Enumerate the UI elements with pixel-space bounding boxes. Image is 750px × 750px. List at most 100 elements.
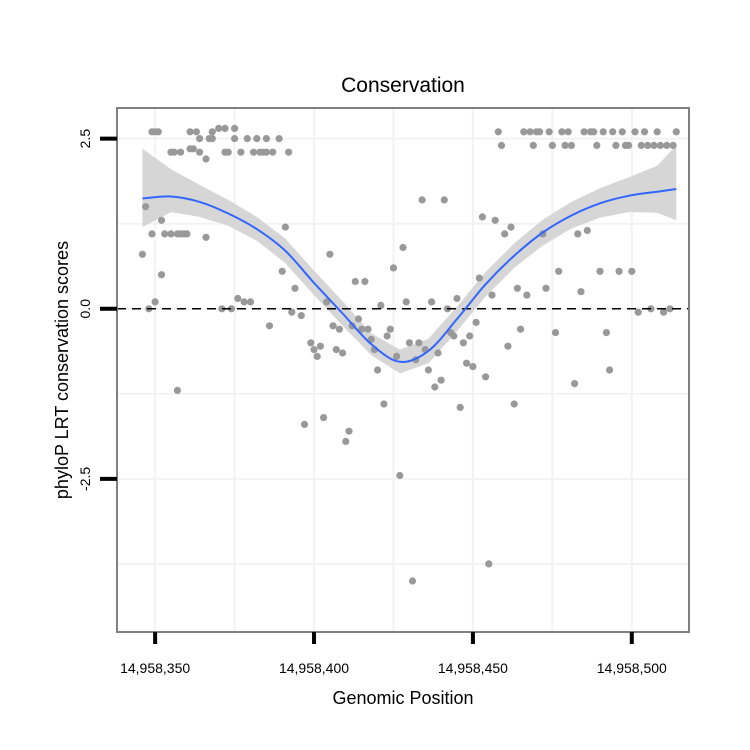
y-tick-label: 2.5 <box>77 129 93 149</box>
data-point <box>396 471 404 480</box>
data-point <box>567 141 576 149</box>
data-point <box>265 322 274 330</box>
data-point <box>405 339 413 347</box>
data-point <box>475 274 483 282</box>
data-point <box>227 305 235 313</box>
data-point <box>459 339 467 347</box>
data-point <box>513 284 522 292</box>
data-point <box>456 403 464 411</box>
data-point <box>523 291 531 299</box>
data-point <box>221 124 229 132</box>
data-point <box>237 148 245 156</box>
data-point <box>618 128 626 136</box>
data-point <box>517 325 525 333</box>
data-point <box>666 305 674 313</box>
data-point <box>374 366 382 374</box>
data-point <box>434 349 442 357</box>
data-point <box>497 141 506 149</box>
data-point <box>644 141 652 149</box>
data-point <box>339 349 347 357</box>
data-point <box>625 141 633 149</box>
data-point <box>504 342 512 350</box>
x-tick-label: 14,958,500 <box>597 660 667 676</box>
data-point <box>253 135 261 143</box>
data-point <box>183 230 191 238</box>
data-points <box>138 124 680 585</box>
data-point <box>202 233 210 241</box>
data-point <box>285 148 293 156</box>
data-point <box>310 346 318 354</box>
data-point <box>507 223 515 231</box>
data-point <box>510 400 518 408</box>
data-point <box>485 560 493 568</box>
data-point <box>472 318 480 326</box>
data-point <box>142 203 150 211</box>
data-point <box>656 141 665 149</box>
data-point <box>536 128 544 136</box>
data-point <box>469 363 477 371</box>
data-point <box>561 141 569 149</box>
data-point <box>501 230 509 238</box>
data-point <box>161 230 169 238</box>
data-point <box>551 329 560 337</box>
data-point <box>463 359 471 367</box>
data-point <box>408 577 417 585</box>
data-point <box>590 128 598 136</box>
data-point <box>275 135 283 143</box>
data-point <box>250 148 258 156</box>
data-point <box>297 312 305 320</box>
data-point <box>612 141 620 149</box>
data-point <box>281 223 289 231</box>
data-point <box>307 339 315 347</box>
data-point <box>453 294 461 303</box>
data-point <box>320 414 328 422</box>
data-point <box>526 128 534 136</box>
data-point <box>354 315 363 323</box>
data-point <box>151 298 159 306</box>
data-point <box>138 250 146 258</box>
data-point <box>606 366 614 374</box>
x-tick-label: 14,958,450 <box>438 660 508 676</box>
x-tick-label: 14,958,350 <box>120 660 190 676</box>
data-point <box>202 155 210 163</box>
data-point <box>323 298 331 306</box>
data-point <box>208 135 216 143</box>
data-point <box>640 128 649 136</box>
data-point <box>262 135 270 143</box>
data-point <box>548 141 557 149</box>
data-point <box>542 284 550 292</box>
data-point <box>192 128 200 136</box>
data-point <box>615 267 623 275</box>
data-point <box>177 148 185 156</box>
data-point <box>440 196 448 204</box>
data-point <box>389 264 398 272</box>
data-point <box>491 216 499 224</box>
y-tick-label: 0.0 <box>77 299 93 319</box>
data-point <box>418 196 426 204</box>
data-point <box>262 148 270 156</box>
data-point <box>215 124 223 132</box>
data-point <box>345 427 353 435</box>
data-point <box>196 148 204 156</box>
data-point <box>602 329 611 337</box>
data-point <box>218 305 226 313</box>
data-point <box>574 230 582 238</box>
data-point <box>291 284 299 292</box>
data-point <box>428 298 436 306</box>
data-point <box>393 352 401 360</box>
smooth-line <box>142 188 677 363</box>
x-tick-label: 14,958,400 <box>279 660 349 676</box>
data-point <box>300 420 309 428</box>
data-point <box>186 128 194 136</box>
data-point <box>380 400 388 408</box>
x-axis-title: Genomic Position <box>332 688 473 708</box>
y-axis-title: phyloP LRT conservation scores <box>52 241 72 499</box>
data-point <box>332 346 340 354</box>
data-point <box>196 135 204 143</box>
data-point <box>415 339 423 347</box>
data-point <box>650 141 658 149</box>
data-point <box>377 301 385 309</box>
data-point <box>529 141 537 149</box>
data-point <box>148 230 156 238</box>
data-point <box>669 141 677 149</box>
